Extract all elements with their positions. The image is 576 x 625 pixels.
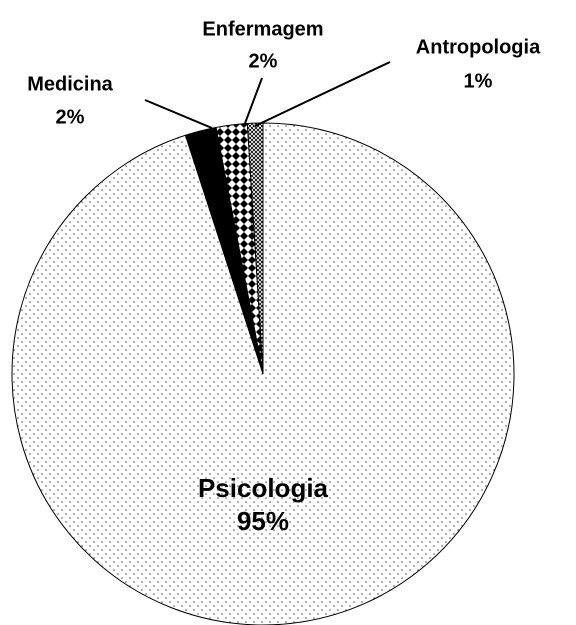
slice-value-label: 1% — [464, 70, 493, 92]
slice-label: Antropologia — [416, 36, 541, 58]
slice-label: Enfermagem — [202, 18, 323, 40]
leader-line — [254, 61, 391, 127]
leader-line — [243, 77, 263, 127]
slice-value-label: 95% — [237, 506, 289, 536]
slice-label: Psicologia — [198, 473, 329, 503]
leader-line — [144, 99, 213, 129]
slice-label: Medicina — [27, 73, 113, 95]
slice-value-label: 2% — [56, 106, 85, 128]
pie-slice — [11, 122, 515, 625]
slice-value-label: 2% — [249, 50, 278, 72]
